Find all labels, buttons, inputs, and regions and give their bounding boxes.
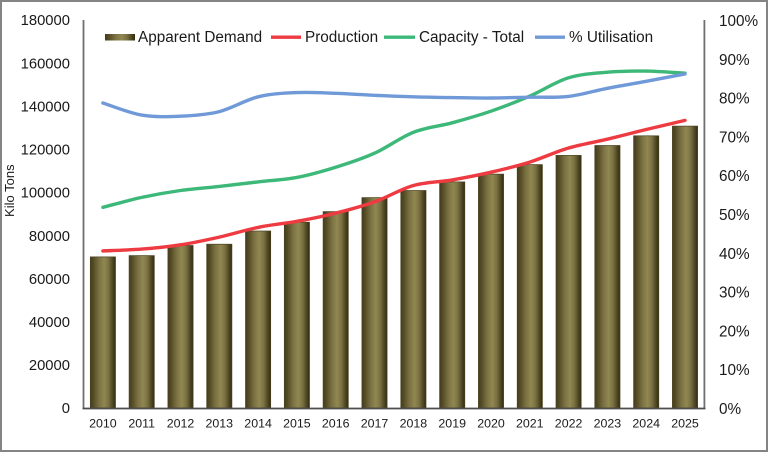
- svg-text:2013: 2013: [206, 417, 234, 431]
- svg-text:2012: 2012: [167, 417, 195, 431]
- svg-text:60%: 60%: [719, 168, 750, 185]
- svg-text:Production: Production: [305, 29, 378, 46]
- svg-text:40%: 40%: [719, 246, 750, 263]
- svg-text:2011: 2011: [128, 417, 155, 431]
- svg-text:180000: 180000: [21, 13, 70, 29]
- svg-text:2016: 2016: [322, 417, 350, 431]
- svg-text:2021: 2021: [516, 417, 544, 431]
- svg-text:80%: 80%: [719, 91, 750, 108]
- svg-text:2019: 2019: [438, 417, 466, 431]
- svg-text:80000: 80000: [29, 229, 70, 245]
- svg-text:100%: 100%: [719, 13, 759, 30]
- svg-text:Apparent Demand: Apparent Demand: [138, 29, 262, 46]
- svg-text:2010: 2010: [89, 417, 117, 431]
- svg-text:10%: 10%: [719, 362, 750, 379]
- svg-text:100000: 100000: [21, 186, 70, 202]
- svg-text:160000: 160000: [21, 56, 70, 72]
- svg-text:2025: 2025: [671, 417, 699, 431]
- svg-text:2024: 2024: [632, 417, 660, 431]
- svg-text:0%: 0%: [719, 401, 742, 418]
- svg-text:2023: 2023: [594, 417, 622, 431]
- svg-text:40000: 40000: [29, 315, 70, 331]
- svg-text:90%: 90%: [719, 52, 750, 69]
- svg-text:Kilo Tons: Kilo Tons: [2, 164, 17, 217]
- svg-text:20%: 20%: [719, 323, 750, 340]
- svg-text:2014: 2014: [244, 417, 272, 431]
- svg-text:2022: 2022: [555, 417, 583, 431]
- svg-text:2017: 2017: [361, 417, 389, 431]
- svg-text:140000: 140000: [21, 99, 70, 115]
- svg-text:2020: 2020: [477, 417, 505, 431]
- svg-text:% Utilisation: % Utilisation: [569, 29, 653, 46]
- svg-text:70%: 70%: [719, 129, 750, 146]
- svg-text:60000: 60000: [29, 272, 70, 288]
- svg-text:20000: 20000: [29, 358, 70, 374]
- svg-text:2018: 2018: [400, 417, 428, 431]
- svg-text:2015: 2015: [283, 417, 311, 431]
- svg-text:120000: 120000: [21, 143, 70, 159]
- svg-text:0: 0: [62, 401, 70, 417]
- svg-text:Capacity - Total: Capacity - Total: [419, 29, 524, 46]
- svg-text:30%: 30%: [719, 285, 750, 302]
- svg-text:50%: 50%: [719, 207, 750, 224]
